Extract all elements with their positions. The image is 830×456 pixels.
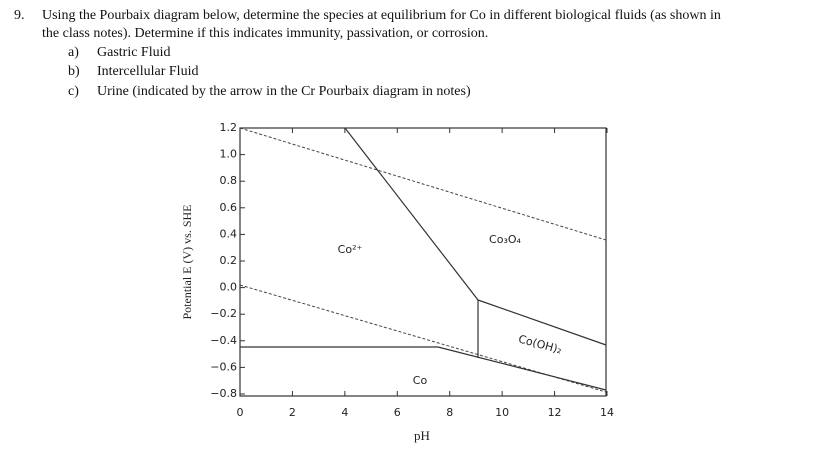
y-tick-label: −0.8 — [210, 387, 237, 400]
y-tick-label: −0.2 — [210, 307, 237, 320]
x-tick-label: 12 — [548, 406, 562, 419]
item-text: Gastric Fluid — [97, 45, 171, 60]
y-tick-label: 1.2 — [220, 121, 238, 134]
item-text: Urine (indicated by the arrow in the Cr … — [97, 84, 471, 99]
item-label: b) — [68, 64, 80, 79]
boundary-line — [477, 299, 607, 346]
x-tick-label: 6 — [394, 406, 401, 419]
y-axis-title: Potential E (V) vs. SHE — [180, 205, 194, 320]
y-tick-label: 0.2 — [220, 254, 238, 267]
x-axis-title: pH — [414, 428, 430, 443]
y-tick-label: 0.4 — [220, 227, 238, 240]
y-tick-label: −0.4 — [210, 334, 237, 347]
x-tick-label: 10 — [495, 406, 509, 419]
y-tick-label: 0.6 — [220, 201, 238, 214]
region-label: Co(OH)₂ — [517, 333, 563, 357]
y-tick-label: −0.6 — [210, 360, 237, 373]
water-upper-line — [239, 127, 607, 241]
boundary-line — [240, 346, 607, 391]
region-label: Co — [413, 374, 428, 387]
y-tick-label: 0.0 — [220, 281, 238, 294]
region-label: Co²⁺ — [338, 243, 363, 256]
item-text: Intercellular Fluid — [97, 64, 199, 79]
item-label: c) — [68, 84, 79, 99]
question-line: Using the Pourbaix diagram below, determ… — [42, 8, 721, 23]
x-tick-label: 14 — [600, 406, 614, 419]
x-tick-label: 4 — [341, 406, 348, 419]
x-tick-label: 8 — [446, 406, 453, 419]
question-number: 9. — [14, 8, 25, 23]
question-line: the class notes). Determine if this indi… — [42, 26, 489, 41]
boundary-line — [344, 127, 479, 358]
y-tick-label: 0.8 — [220, 174, 238, 187]
item-label: a) — [68, 45, 79, 60]
y-tick-label: 1.0 — [220, 148, 238, 161]
plot-frame — [239, 127, 607, 397]
region-label: Co₃O₄ — [489, 233, 521, 246]
x-tick-label: 2 — [289, 406, 296, 419]
x-tick-label: 0 — [237, 406, 244, 419]
